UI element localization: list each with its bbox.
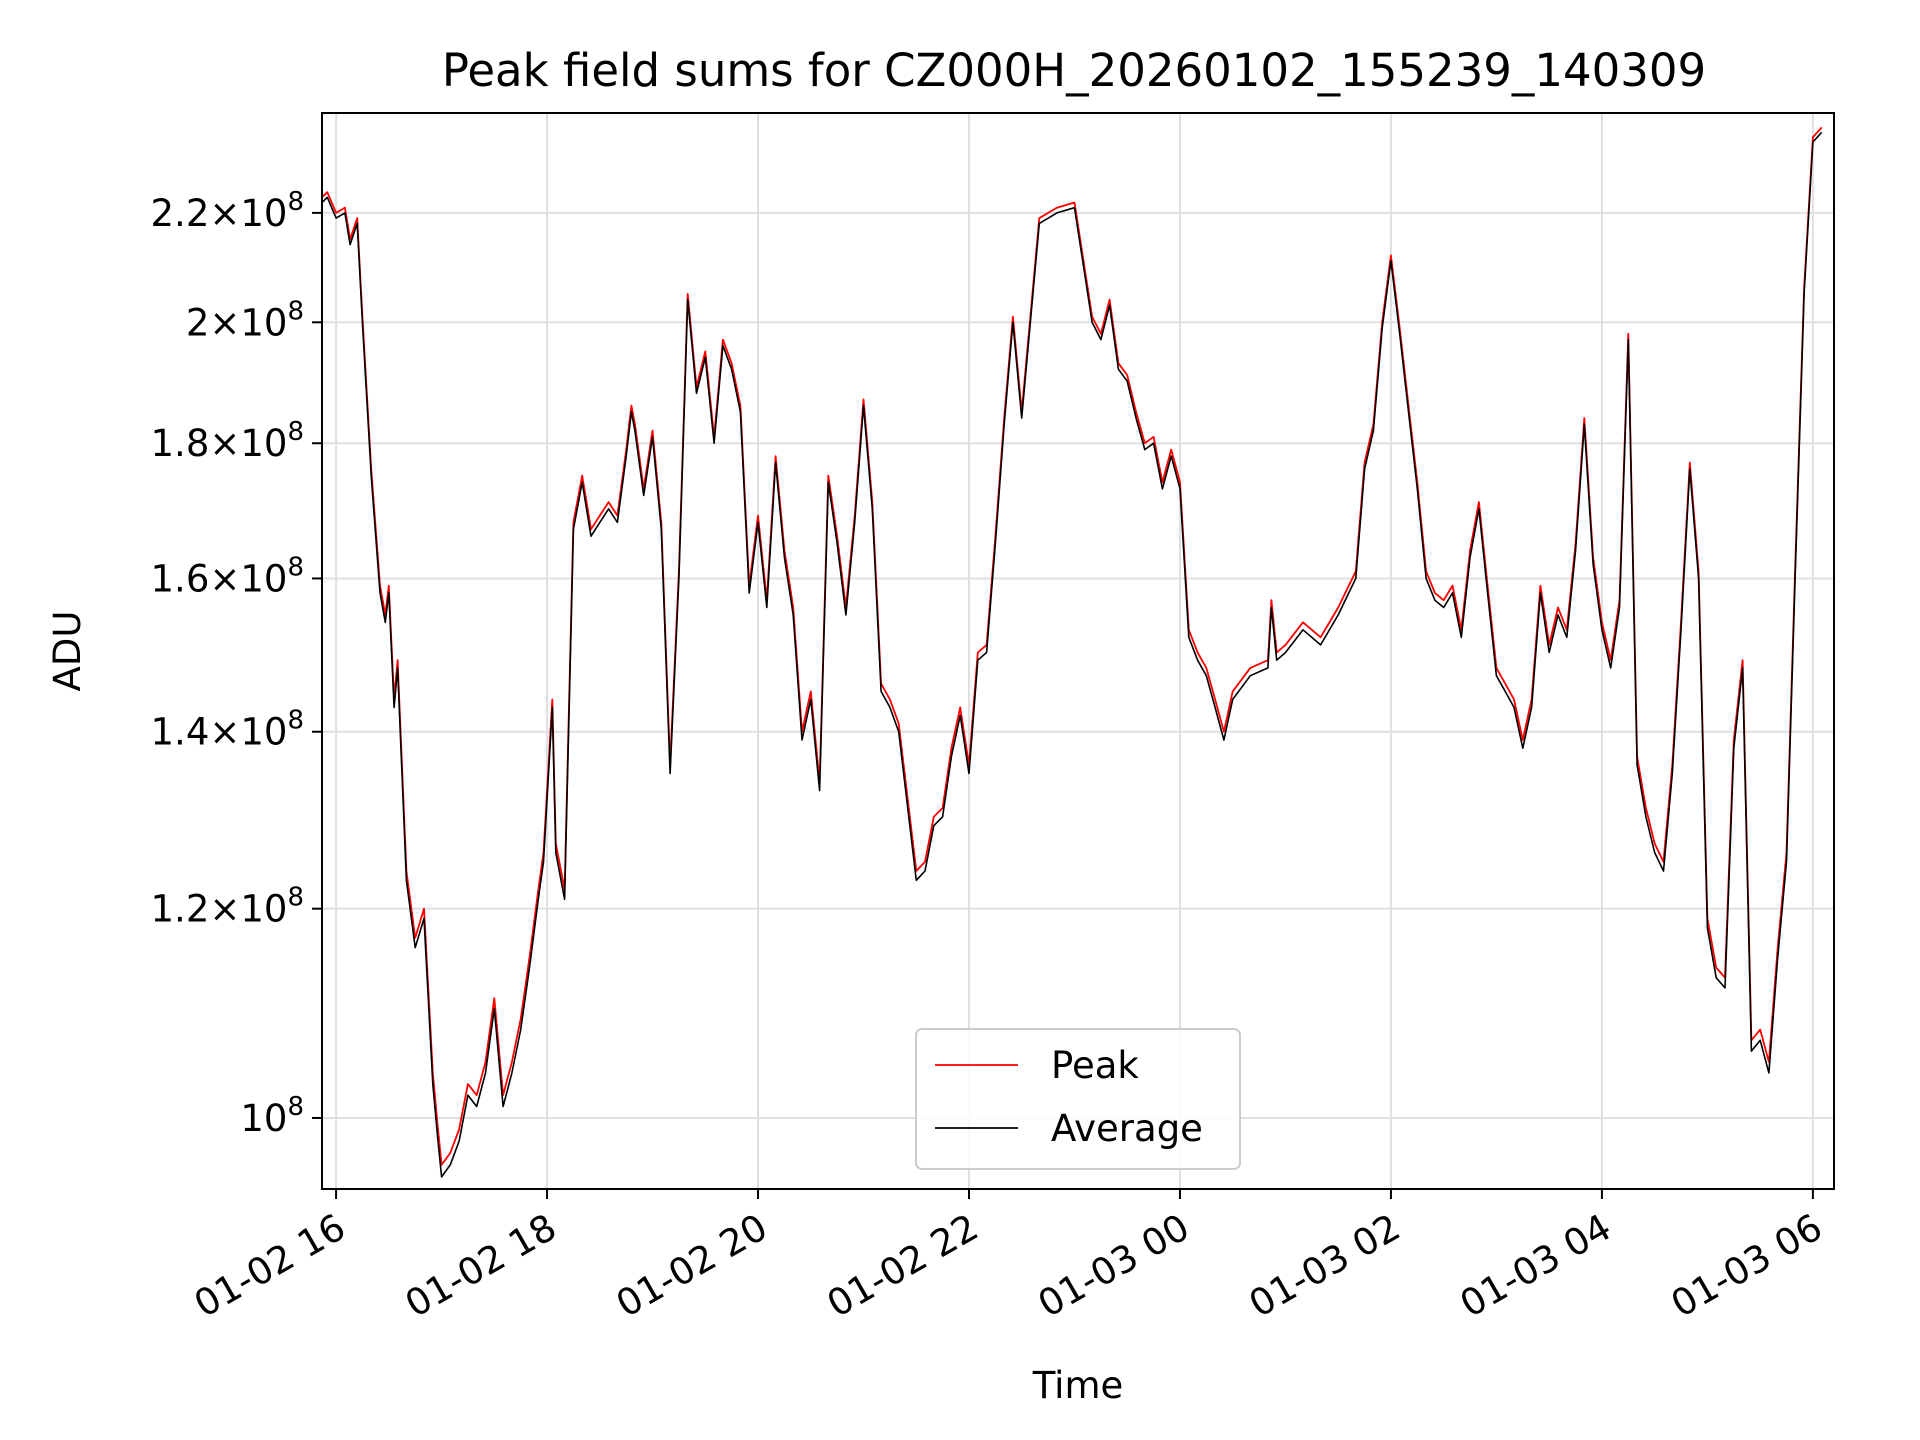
y-tick-label: 2×108 (186, 296, 304, 344)
x-tick-label: 01-03 02 (1242, 1206, 1408, 1326)
legend-label-peak: Peak (1051, 1044, 1139, 1087)
x-tick-label: 01-03 04 (1453, 1206, 1619, 1326)
x-tick-label: 01-02 22 (820, 1206, 986, 1326)
y-tick-label: 2.2×108 (151, 187, 304, 235)
y-tick-label: 108 (240, 1092, 304, 1140)
legend: Peak Average (915, 1028, 1241, 1170)
x-tick-label: 01-03 00 (1031, 1206, 1197, 1326)
x-axis: 01-02 16 01-02 18 01-02 20 01-02 22 01-03 00… (187, 1189, 1829, 1326)
y-tick-label: 1.4×108 (151, 706, 304, 754)
y-tick-label: 1.2×108 (151, 883, 304, 931)
y-tick-label: 1.6×108 (151, 552, 304, 600)
legend-box (915, 1028, 1241, 1170)
x-tick-label: 01-02 18 (398, 1206, 564, 1326)
legend-label-average: Average (1051, 1107, 1203, 1150)
series-layer (321, 126, 1823, 1178)
plot-frame (321, 112, 1835, 1190)
y-axis-label: ADU (46, 611, 89, 692)
x-tick-label: 01-02 16 (187, 1206, 353, 1326)
y-tick-label: 1.8×108 (151, 417, 304, 465)
x-tick-label: 01-03 06 (1664, 1206, 1830, 1326)
x-axis-label: Time (1032, 1364, 1124, 1407)
x-tick-label: 01-02 20 (609, 1206, 775, 1326)
series-line-average (321, 131, 1823, 1178)
chart-title: Peak field sums for CZ000H_20260102_1552… (442, 44, 1706, 97)
y-axis: 108 1.2×108 1.4×108 1.6×108 1.8×108 2×108 2.2×… (151, 187, 322, 1140)
